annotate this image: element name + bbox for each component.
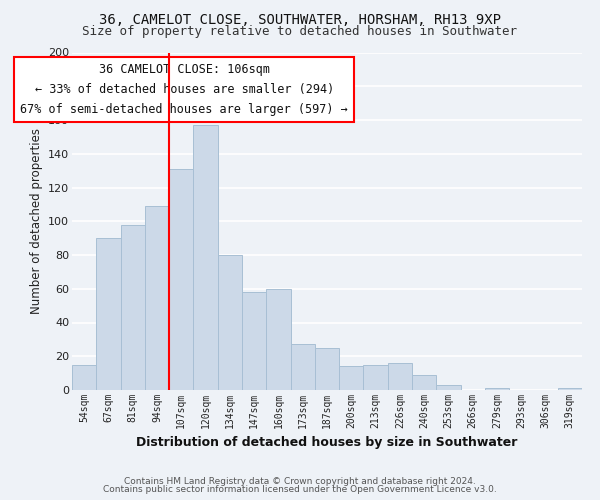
Text: 36, CAMELOT CLOSE, SOUTHWATER, HORSHAM, RH13 9XP: 36, CAMELOT CLOSE, SOUTHWATER, HORSHAM, … <box>99 12 501 26</box>
Bar <box>266 289 290 390</box>
Y-axis label: Number of detached properties: Number of detached properties <box>29 128 43 314</box>
Bar <box>364 364 388 390</box>
Bar <box>485 388 509 390</box>
Bar <box>96 238 121 390</box>
Bar <box>388 363 412 390</box>
Bar <box>218 255 242 390</box>
Bar <box>145 206 169 390</box>
Bar <box>242 292 266 390</box>
Bar <box>436 385 461 390</box>
Text: Size of property relative to detached houses in Southwater: Size of property relative to detached ho… <box>83 25 517 38</box>
Bar <box>121 224 145 390</box>
Text: Contains HM Land Registry data © Crown copyright and database right 2024.: Contains HM Land Registry data © Crown c… <box>124 477 476 486</box>
Bar <box>412 375 436 390</box>
Bar <box>558 388 582 390</box>
X-axis label: Distribution of detached houses by size in Southwater: Distribution of detached houses by size … <box>136 436 518 450</box>
Bar <box>339 366 364 390</box>
Bar <box>193 125 218 390</box>
Bar <box>169 169 193 390</box>
Bar <box>72 364 96 390</box>
Bar <box>290 344 315 390</box>
Text: 36 CAMELOT CLOSE: 106sqm
← 33% of detached houses are smaller (294)
67% of semi-: 36 CAMELOT CLOSE: 106sqm ← 33% of detach… <box>20 62 348 116</box>
Bar <box>315 348 339 390</box>
Text: Contains public sector information licensed under the Open Government Licence v3: Contains public sector information licen… <box>103 485 497 494</box>
